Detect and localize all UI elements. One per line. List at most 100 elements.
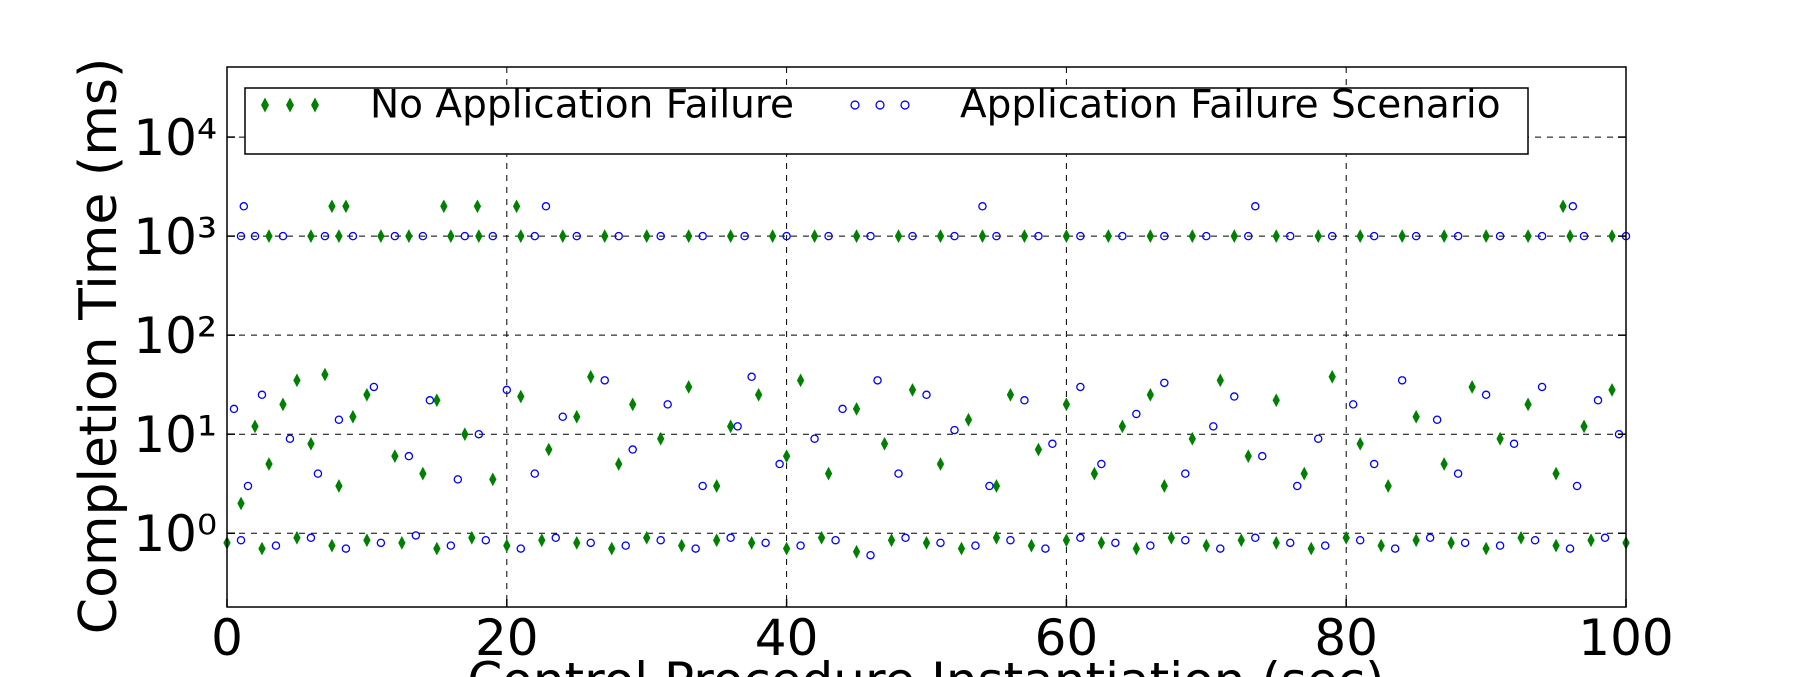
point — [1397, 376, 1407, 385]
point — [740, 231, 749, 241]
point — [453, 475, 463, 484]
point — [1132, 541, 1141, 556]
point — [1285, 231, 1295, 241]
legend-marker — [311, 97, 319, 113]
point — [628, 445, 637, 454]
point — [1572, 481, 1582, 491]
legend-marker — [261, 97, 269, 113]
point — [1111, 538, 1120, 548]
point — [643, 229, 651, 243]
point — [615, 457, 623, 471]
point — [279, 397, 287, 412]
point — [1496, 431, 1504, 446]
point — [1272, 229, 1280, 243]
point — [1076, 382, 1085, 392]
point — [1202, 231, 1211, 241]
point — [530, 469, 540, 478]
x-axis-label: Control Procedure Instantiation (sec) — [467, 652, 1384, 677]
x-tick-label: 60 — [1035, 609, 1099, 667]
point — [656, 535, 665, 545]
point — [243, 481, 253, 491]
point — [551, 533, 561, 543]
y-tick-label: 10⁴ — [133, 109, 217, 167]
point — [1251, 202, 1260, 211]
point — [873, 376, 882, 385]
point — [517, 389, 525, 404]
point — [313, 469, 323, 478]
point — [852, 229, 861, 243]
point — [1202, 538, 1210, 553]
point — [1460, 538, 1470, 548]
point — [1390, 544, 1400, 553]
point — [328, 538, 336, 553]
point — [1292, 481, 1302, 491]
point — [775, 459, 784, 469]
point — [1509, 439, 1519, 449]
legend-label: Application Failure Scenario — [960, 83, 1501, 128]
point — [657, 431, 665, 446]
point — [712, 533, 721, 548]
point — [473, 199, 482, 214]
point — [1160, 231, 1169, 241]
point — [293, 373, 301, 388]
point — [1369, 231, 1379, 241]
point — [908, 383, 917, 397]
point — [838, 404, 847, 414]
point — [1272, 535, 1280, 550]
point — [1482, 541, 1490, 556]
point — [251, 419, 259, 434]
point — [1608, 229, 1616, 243]
point — [447, 229, 455, 243]
point — [1524, 229, 1532, 243]
point — [398, 535, 406, 550]
point — [405, 229, 413, 243]
x-tick-label: 40 — [755, 609, 819, 667]
point — [601, 229, 609, 243]
point — [726, 419, 735, 434]
point — [573, 409, 581, 424]
point — [1006, 535, 1015, 545]
axes: 0 20 40 60 80 100 10⁰ 10¹ 10² 10³ 10⁴ — [133, 109, 1673, 667]
point — [1342, 530, 1350, 545]
x-tick-label: 20 — [475, 609, 539, 667]
point — [894, 469, 903, 478]
point — [1216, 544, 1225, 553]
point — [363, 533, 371, 548]
point — [824, 231, 833, 241]
point — [1048, 439, 1057, 449]
point — [1384, 479, 1392, 493]
point — [866, 550, 875, 560]
point — [950, 231, 959, 241]
point — [342, 199, 350, 214]
point — [1230, 392, 1239, 401]
points — [223, 199, 1631, 560]
point — [1412, 409, 1420, 424]
point — [747, 372, 756, 382]
point — [1251, 533, 1260, 543]
point — [643, 530, 651, 545]
y-tick-label: 10⁰ — [133, 505, 217, 563]
point — [733, 422, 742, 431]
point — [712, 479, 721, 493]
point — [446, 541, 456, 550]
point — [377, 229, 385, 243]
point — [1090, 466, 1099, 481]
point — [726, 229, 735, 243]
point — [348, 231, 358, 241]
point — [614, 231, 623, 241]
point — [1216, 373, 1224, 388]
point — [572, 231, 582, 241]
point — [335, 229, 343, 243]
point — [691, 544, 700, 553]
point — [541, 202, 551, 211]
point — [992, 231, 1001, 241]
y-tick-label: 10² — [133, 307, 217, 365]
point — [587, 369, 595, 384]
point — [1027, 538, 1036, 553]
point — [852, 402, 861, 416]
point — [761, 538, 770, 548]
point — [1314, 229, 1322, 243]
point — [390, 231, 400, 241]
point — [237, 496, 245, 511]
